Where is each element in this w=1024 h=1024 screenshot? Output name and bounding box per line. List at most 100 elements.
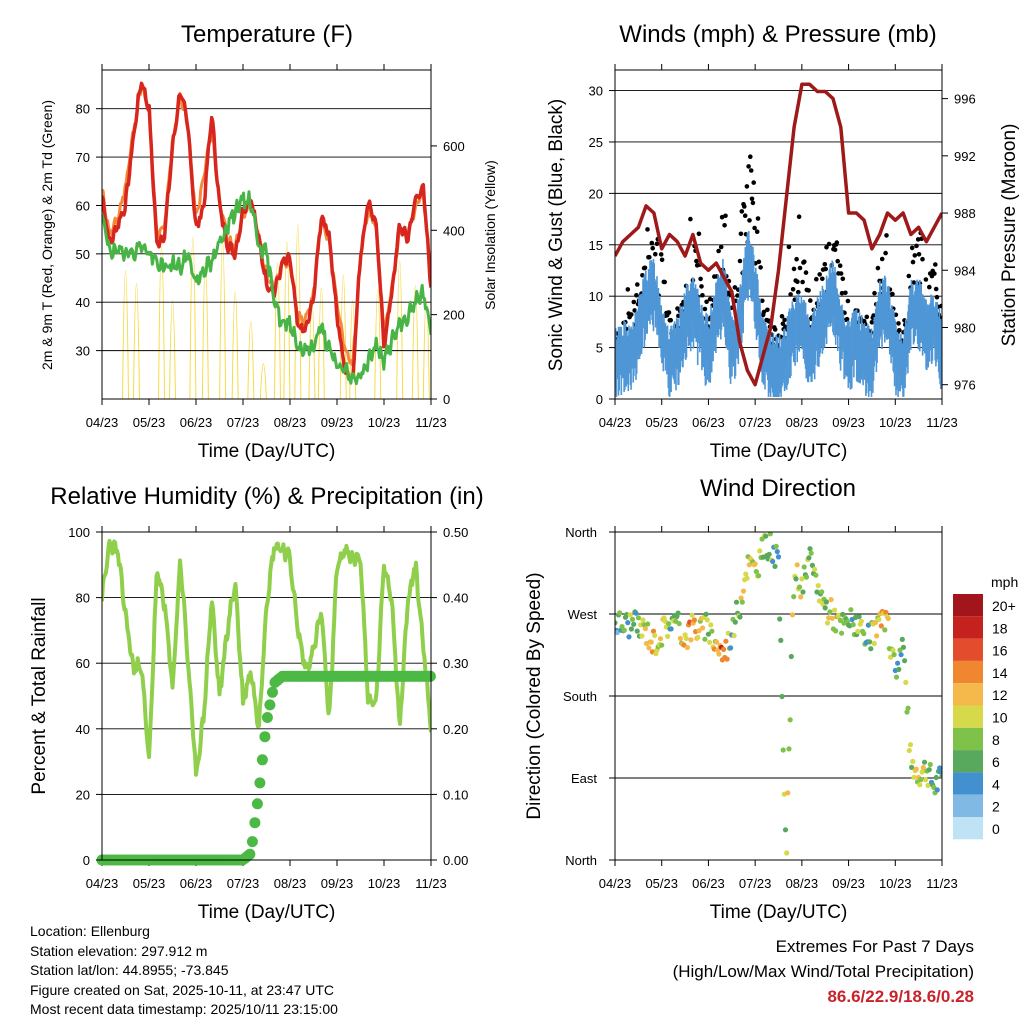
direction-point <box>665 633 671 640</box>
y2-tick-label: 980 <box>954 320 976 335</box>
series-pressure <box>615 82 942 387</box>
x-tick-label: 11/23 <box>415 415 447 430</box>
gust-point <box>659 257 665 263</box>
gust-point <box>840 276 846 282</box>
direction-point <box>819 589 825 595</box>
direction-point <box>739 599 745 605</box>
precip-point <box>261 712 273 723</box>
direction-point <box>723 638 729 644</box>
x-tick-label: 11/23 <box>415 876 447 891</box>
direction-point <box>635 615 642 621</box>
direction-point <box>707 639 713 645</box>
gust-point <box>700 293 705 298</box>
y2-tick-label: 600 <box>443 139 465 154</box>
y-tick-label: 0 <box>596 392 603 407</box>
gust-point <box>939 303 942 309</box>
direction-point <box>629 616 636 623</box>
gust-point <box>893 312 899 318</box>
direction-point <box>753 569 759 575</box>
y2-tick-label: 0.00 <box>443 853 468 868</box>
y-tick-label: North <box>565 525 597 540</box>
direction-point <box>815 583 821 589</box>
gust-point <box>884 233 889 238</box>
x-tick-label: 08/23 <box>786 415 819 430</box>
solar-spike <box>219 241 227 399</box>
precip-point <box>246 836 258 848</box>
direction-point <box>803 574 810 580</box>
colorbar: mph 20+ 18 16 14 12 10 8 6 4 2 0 <box>953 574 1018 840</box>
panel-1: Temperature (F) Time (Day/UTC) 04/23 05/23 0… <box>39 21 498 462</box>
direction-point <box>775 554 782 560</box>
gust-point <box>756 259 762 265</box>
solar-spike <box>422 298 430 399</box>
direction-point <box>767 532 773 537</box>
gust-point <box>915 237 921 242</box>
gust-point <box>782 317 787 323</box>
gust-point <box>794 256 799 262</box>
y-tick-label: 50 <box>76 247 90 262</box>
gust-point <box>747 218 752 223</box>
chart-title: Temperature (F) <box>181 21 353 48</box>
direction-point <box>898 652 904 658</box>
gust-point <box>737 258 743 264</box>
direction-point <box>615 620 618 626</box>
direction-point <box>903 679 909 686</box>
gust-point <box>835 258 840 264</box>
x-tick-label: 06/23 <box>692 415 725 430</box>
direction-point <box>788 653 794 660</box>
direction-point <box>743 571 749 577</box>
y2-tick-label: 988 <box>954 206 976 221</box>
gust-point <box>839 290 845 296</box>
y-axis-label: 2m & 9m T (Red, Orange) & 2m Td (Green) <box>39 100 55 370</box>
gust-point <box>906 273 912 279</box>
x-tick-label: 05/23 <box>133 415 166 430</box>
direction-point <box>789 612 796 618</box>
direction-point <box>738 595 744 601</box>
solar-spike <box>317 287 325 399</box>
series-td <box>102 190 431 386</box>
direction-point <box>923 777 929 783</box>
direction-point <box>823 599 830 605</box>
info-elevation: Station elevation: 297.912 m <box>30 942 208 959</box>
solar-spike <box>411 285 419 399</box>
gust-point <box>649 240 655 246</box>
y-tick-label: 20 <box>589 186 603 201</box>
x-tick-label: 11/23 <box>926 415 958 430</box>
direction-point <box>646 645 652 651</box>
direction-point <box>668 626 674 632</box>
gust-point <box>822 262 828 267</box>
direction-point <box>874 633 880 639</box>
solar-spike <box>158 245 166 399</box>
direction-point <box>798 594 804 600</box>
x-axis-label: Time (Day/UTC) <box>198 902 336 923</box>
gust-point <box>718 244 724 250</box>
y-tick-label: 20 <box>76 787 90 802</box>
direction-point <box>716 651 722 657</box>
gust-point <box>742 213 748 218</box>
direction-point <box>800 589 806 595</box>
direction-point <box>784 850 790 856</box>
gust-point <box>914 243 919 249</box>
y-axis-label: Direction (Colored By Speed) <box>524 572 545 819</box>
gust-point <box>732 285 738 290</box>
gust-point <box>750 200 756 206</box>
gust-point <box>779 314 785 319</box>
panel-3: Relative Humidity (%) & Precipitation (i… <box>29 483 484 923</box>
colorbar-swatch <box>953 616 983 639</box>
extremes-box: Extremes For Past 7 Days (High/Low/Max W… <box>673 934 974 1009</box>
extremes-values: 86.6/22.9/18.6/0.28 <box>827 987 974 1006</box>
gust-point <box>875 265 881 271</box>
direction-point <box>794 562 800 568</box>
gust-point <box>658 252 664 257</box>
series-direction <box>615 532 942 856</box>
colorbar-label: 14 <box>992 665 1008 681</box>
precip-point <box>264 699 276 711</box>
series-rh <box>102 538 431 777</box>
direction-point <box>812 566 818 572</box>
gust-point <box>791 266 797 272</box>
direction-point <box>816 598 823 604</box>
y2-tick-label: 400 <box>443 223 465 238</box>
colorbar-swatch <box>953 794 983 817</box>
y-tick-label: 40 <box>76 722 90 737</box>
y-tick-label: 0 <box>83 853 90 868</box>
